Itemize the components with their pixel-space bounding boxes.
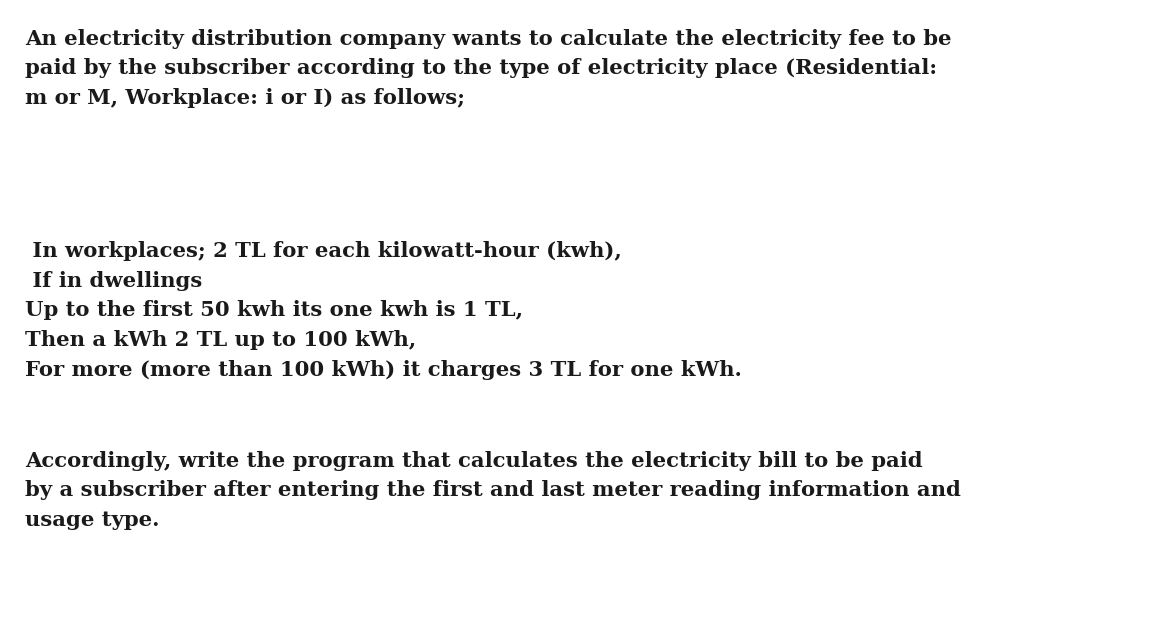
Text: An electricity distribution company wants to calculate the electricity fee to be: An electricity distribution company want…	[25, 29, 952, 108]
Text: Accordingly, write the program that calculates the electricity bill to be paid
b: Accordingly, write the program that calc…	[25, 451, 961, 530]
Text: In workplaces; 2 TL for each kilowatt-hour (kwh),
 If in dwellings
Up to the fir: In workplaces; 2 TL for each kilowatt-ho…	[25, 241, 743, 380]
